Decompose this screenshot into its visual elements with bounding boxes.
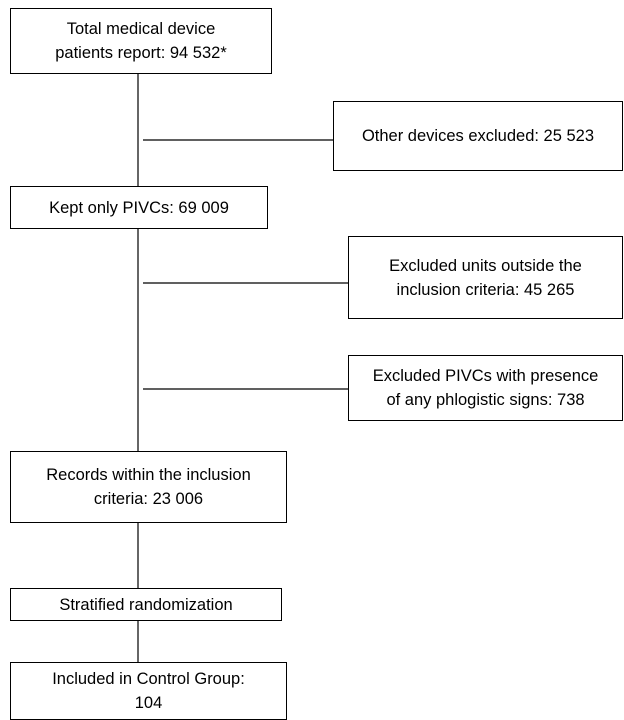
node: Included in Control Group: 104 — [10, 662, 287, 720]
node-label: Records within the inclusion — [46, 466, 251, 484]
node-label: 104 — [134, 694, 163, 712]
node: Excluded PIVCs with presence of any phlog… — [348, 355, 623, 421]
node-label: Excluded units outside the — [389, 256, 582, 275]
node: Excluded units outside the inclusion crit… — [348, 236, 623, 319]
node: Other devices excluded: 25 523 — [333, 101, 623, 171]
node-label: Included in Control Group: — [52, 670, 245, 688]
node-label: Excluded PIVCs with presence — [372, 367, 599, 385]
node-label: Kept only PIVCs: 69 009 — [49, 198, 229, 217]
node-label: patients report: 94 532* — [55, 44, 227, 62]
node: Stratified randomization — [10, 588, 282, 621]
node: Records within the inclusion criteria: 23… — [10, 451, 287, 523]
node-label: Stratified randomization — [59, 595, 233, 614]
node-label: Other devices excluded: 25 523 — [361, 127, 595, 145]
node-label: criteria: 23 006 — [93, 490, 204, 508]
node-label: Total medical device — [66, 20, 216, 38]
node-label: of any phlogistic signs: 738 — [386, 391, 585, 409]
node: Kept only PIVCs: 69 009 — [10, 186, 268, 229]
node-label: inclusion criteria: 45 265 — [396, 280, 575, 299]
node: Total medical device patients report: 94 … — [10, 8, 272, 74]
